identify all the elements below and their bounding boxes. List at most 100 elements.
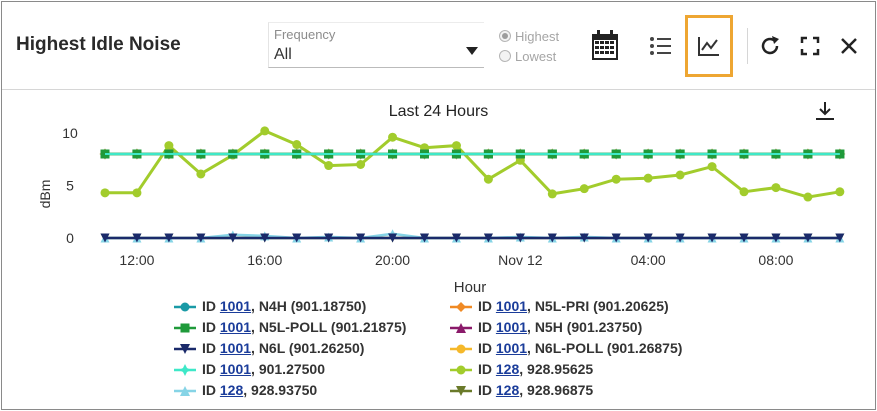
data-point <box>643 233 653 243</box>
data-point <box>196 233 206 243</box>
toolbar-divider <box>747 28 748 64</box>
x-tick-label: 20:00 <box>375 252 410 268</box>
legend-id-link[interactable]: 1001 <box>219 319 252 335</box>
legend-item[interactable]: ID 128, 928.93750 <box>174 382 317 398</box>
data-point <box>228 233 238 243</box>
refresh-button[interactable] <box>758 33 782 59</box>
data-point <box>292 140 302 150</box>
data-point <box>356 160 366 169</box>
data-point <box>388 132 398 142</box>
legend-id-link[interactable]: 1001 <box>219 340 252 356</box>
chart-view-button[interactable] <box>685 15 733 77</box>
legend-item[interactable]: ID 1001, 901.27500 <box>174 361 325 377</box>
data-point <box>164 141 174 151</box>
legend-id-prefix: ID <box>478 340 496 356</box>
data-point <box>835 187 845 197</box>
calendar-button[interactable] <box>590 28 620 62</box>
legend-series-name: , N6L-POLL (901.26875) <box>527 340 683 356</box>
legend-item[interactable]: ID 1001, N4H (901.18750) <box>174 298 366 314</box>
legend-series-name: , N4H (901.18750) <box>251 298 367 314</box>
data-point <box>515 233 525 243</box>
legend-id-link[interactable]: 128 <box>219 382 244 398</box>
data-point <box>356 233 366 243</box>
radio-highest[interactable]: Highest <box>499 29 559 44</box>
data-point <box>196 169 206 179</box>
legend-item[interactable]: ID 128, 928.95625 <box>450 361 593 377</box>
download-button[interactable] <box>813 99 837 123</box>
list-view-button[interactable] <box>648 32 674 60</box>
legend-swatch-icon <box>450 365 472 375</box>
legend-id-prefix: ID <box>202 340 220 356</box>
data-point <box>675 233 685 243</box>
y-tick-label: 5 <box>66 178 74 194</box>
legend-item[interactable]: ID 1001, N6L-POLL (901.26875) <box>450 340 682 356</box>
data-point <box>292 233 302 243</box>
radio-selected-icon[interactable] <box>499 30 511 42</box>
legend-series-name: , 928.95625 <box>519 361 594 377</box>
legend-swatch-icon <box>450 323 472 333</box>
line-chart: dBm 0 5 10 12:00 16:00 20:00 Nov 12 04:00 08:00 Ho… <box>37 125 846 296</box>
data-point <box>420 233 429 243</box>
legend-item[interactable]: ID 1001, N6L (901.26250) <box>174 340 364 356</box>
legend-series-name: , N6L (901.26250) <box>251 340 365 356</box>
legend-id-prefix: ID <box>478 361 496 377</box>
legend-series-name: , N5L-PRI (901.20625) <box>527 298 669 314</box>
data-point <box>675 170 685 180</box>
legend-id-link[interactable]: 128 <box>495 382 520 398</box>
radio-unselected-icon[interactable] <box>499 50 511 62</box>
legend-series-name: , 928.96875 <box>519 382 594 398</box>
legend-item[interactable]: ID 128, 928.96875 <box>450 382 593 398</box>
y-tick-label: 0 <box>66 230 74 246</box>
data-point <box>260 126 270 136</box>
legend-item[interactable]: ID 1001, N5L-POLL (901.21875) <box>174 319 406 335</box>
refresh-icon <box>761 36 779 55</box>
close-button[interactable] <box>837 34 861 58</box>
panel-header: Highest Idle Noise Frequency All Highest… <box>2 2 875 90</box>
legend-swatch-icon <box>174 386 196 396</box>
data-point <box>100 188 110 198</box>
x-tick-label: 16:00 <box>247 252 282 268</box>
legend-swatch-icon <box>450 386 472 396</box>
data-point <box>579 184 589 194</box>
legend-id-link[interactable]: 1001 <box>495 298 528 314</box>
legend-series-name: , 928.93750 <box>243 382 318 398</box>
y-tick-label: 10 <box>62 125 78 141</box>
legend-id-link[interactable]: 128 <box>495 361 520 377</box>
legend-id-link[interactable]: 1001 <box>495 340 528 356</box>
radio-lowest[interactable]: Lowest <box>499 49 556 64</box>
data-point <box>739 187 749 197</box>
y-axis-label: dBm <box>37 180 53 209</box>
legend-id-prefix: ID <box>202 298 220 314</box>
legend-swatch-icon <box>450 302 472 312</box>
data-point <box>611 174 621 184</box>
legend-item[interactable]: ID 1001, N5L-PRI (901.20625) <box>450 298 669 314</box>
caret-down-icon[interactable] <box>466 47 478 55</box>
frequency-label: Frequency <box>274 27 336 42</box>
legend-id-link[interactable]: 1001 <box>219 361 252 377</box>
legend-id-prefix: ID <box>478 319 496 335</box>
data-point <box>611 233 621 243</box>
calendar-icon <box>592 30 618 60</box>
data-point <box>388 233 398 243</box>
chart-view-icon <box>698 37 719 56</box>
data-point <box>771 233 781 243</box>
frequency-value: All <box>274 46 292 63</box>
data-point <box>132 233 142 243</box>
series-line <box>105 129 841 199</box>
data-point <box>324 233 334 243</box>
legend-item[interactable]: ID 1001, N5H (901.23750) <box>450 319 642 335</box>
frequency-select[interactable]: Frequency All <box>268 22 484 68</box>
data-point <box>803 192 813 202</box>
legend-swatch-icon <box>174 302 196 312</box>
legend-id-link[interactable]: 1001 <box>219 298 252 314</box>
data-point <box>324 161 334 171</box>
legend-swatch-icon <box>450 344 472 354</box>
panel-title: Highest Idle Noise <box>16 34 181 55</box>
legend-id-prefix: ID <box>478 298 496 314</box>
close-icon <box>841 38 857 54</box>
data-point <box>260 233 270 243</box>
fullscreen-button[interactable] <box>798 34 822 58</box>
legend-id-link[interactable]: 1001 <box>495 319 528 335</box>
data-point <box>164 233 174 243</box>
